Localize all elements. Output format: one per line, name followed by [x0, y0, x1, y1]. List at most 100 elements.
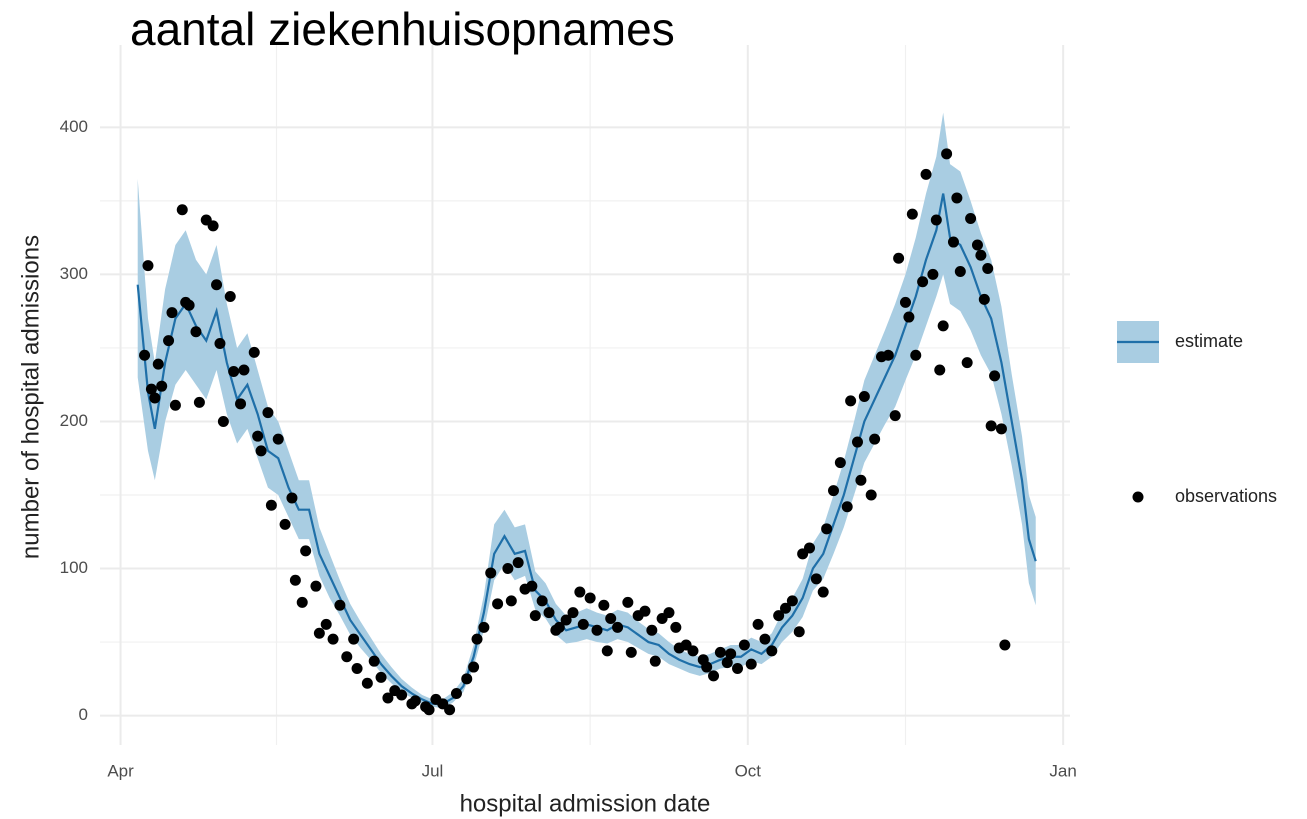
chart-title: aantal ziekenhuisopnames — [130, 3, 675, 55]
observation-point — [341, 651, 353, 663]
observation-point — [639, 605, 651, 617]
observation-point — [313, 627, 325, 639]
observation-point — [920, 168, 932, 180]
observation-point — [817, 586, 829, 598]
observation-point — [156, 380, 168, 392]
observation-point — [954, 265, 966, 277]
observation-point — [375, 671, 387, 683]
observation-point — [310, 580, 322, 592]
observation-point — [574, 586, 586, 598]
x-axis-title: hospital admission date — [460, 790, 711, 817]
legend-key — [1132, 491, 1144, 503]
estimate-line — [136, 193, 1037, 705]
y-tick-label: 300 — [60, 264, 88, 283]
observation-point — [262, 407, 274, 419]
observation-point — [348, 633, 360, 645]
observation-point — [289, 574, 301, 586]
observation-point — [855, 474, 867, 486]
observation-point — [821, 523, 833, 535]
observation-point — [937, 320, 949, 332]
observation-point — [845, 395, 857, 407]
observation-point — [560, 614, 572, 626]
observation-point — [591, 624, 603, 636]
observation-point — [766, 645, 778, 657]
observation-point — [265, 499, 277, 511]
y-tick-label: 400 — [60, 117, 88, 136]
observation-point — [396, 689, 408, 701]
observation-point — [810, 573, 822, 585]
y-tick-label: 100 — [60, 558, 88, 577]
x-tick-label: Jul — [422, 761, 444, 780]
observation-point — [166, 307, 178, 319]
observation-point — [965, 213, 977, 225]
y-tick-label: 200 — [60, 411, 88, 430]
observation-point — [553, 621, 565, 633]
observation-point — [444, 704, 456, 716]
observation-point — [248, 346, 260, 358]
observation-point — [725, 648, 737, 660]
observation-point — [714, 646, 726, 658]
observation-point — [252, 430, 264, 442]
observation-point — [773, 610, 785, 622]
observation-point — [917, 276, 929, 288]
observation-point — [567, 607, 579, 619]
observation-point — [529, 610, 541, 622]
observation-point — [139, 349, 151, 361]
observation-point — [927, 268, 939, 280]
observation-point — [526, 580, 538, 592]
observation-point — [368, 655, 380, 667]
observation-point — [235, 398, 247, 410]
observation-point — [183, 299, 195, 311]
observation-point — [906, 208, 918, 220]
observation-point — [612, 621, 624, 633]
observation-point — [804, 542, 816, 554]
observation-point — [786, 595, 798, 607]
observation-point — [272, 433, 284, 445]
observation-point — [450, 688, 462, 700]
observation-point — [701, 661, 713, 673]
observation-point — [834, 457, 846, 469]
legend-label: estimate — [1175, 331, 1243, 351]
observation-point — [471, 633, 483, 645]
observation-point — [752, 618, 764, 630]
observation-point — [145, 383, 157, 395]
legend-label: observations — [1175, 486, 1277, 506]
observation-point — [577, 618, 589, 630]
observation-point — [622, 596, 634, 608]
observation-point — [327, 633, 339, 645]
observation-point — [190, 326, 202, 338]
observation-point — [869, 433, 881, 445]
observation-point — [193, 396, 205, 408]
observation-point — [899, 296, 911, 308]
observation-point — [961, 357, 973, 369]
observation-point — [461, 673, 473, 685]
observation-point — [505, 595, 517, 607]
observation-point — [745, 658, 757, 670]
observation-point — [207, 220, 219, 232]
observation-point — [858, 390, 870, 402]
observation-point — [214, 338, 226, 350]
observation-point — [409, 695, 421, 707]
observation-point — [971, 239, 983, 251]
observation-point — [708, 670, 720, 682]
observation-point — [478, 621, 490, 633]
observation-point — [827, 485, 839, 497]
observation-point — [670, 621, 682, 633]
observation-point — [423, 704, 435, 716]
observation-point — [211, 279, 223, 291]
observation-point — [851, 436, 863, 448]
observation-point — [985, 420, 997, 432]
observation-point — [502, 563, 514, 575]
observation-point — [296, 596, 308, 608]
observation-point — [361, 677, 373, 689]
observation-point — [999, 639, 1011, 651]
y-tick-label: 0 — [79, 705, 88, 724]
observation-point — [995, 423, 1007, 435]
observation-point — [982, 263, 994, 275]
observation-point — [492, 598, 504, 610]
observation-point — [646, 624, 658, 636]
observation-point — [584, 592, 596, 604]
observation-point — [889, 410, 901, 422]
observation-point — [149, 392, 161, 404]
observation-point — [224, 290, 236, 302]
